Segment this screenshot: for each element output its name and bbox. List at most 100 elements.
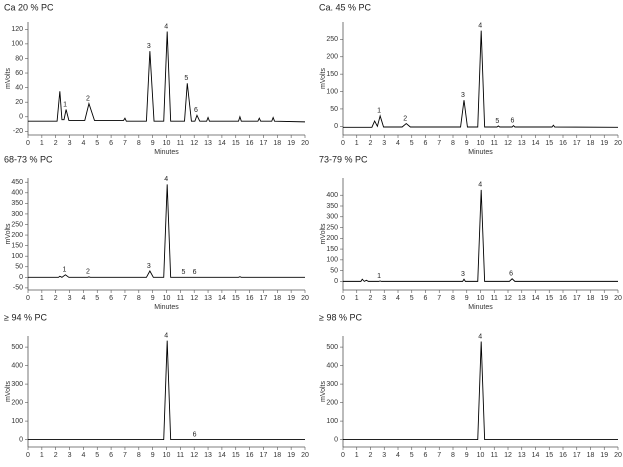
x-tick-label: 19 [287, 140, 295, 147]
y-tick-label: 200 [11, 399, 23, 406]
x-tick-label: 16 [559, 140, 567, 147]
x-tick-label: 19 [600, 140, 608, 147]
x-tick-label: 15 [232, 140, 240, 147]
x-tick-label: 19 [600, 295, 608, 302]
y-tick-label: 450 [11, 179, 23, 186]
peak-label: 4 [478, 182, 482, 189]
x-tick-label: 15 [545, 452, 553, 459]
x-tick-label: 10 [163, 452, 171, 459]
x-tick-label: 17 [573, 452, 581, 459]
x-tick-label: 0 [341, 295, 345, 302]
y-tick-label: 100 [326, 257, 338, 264]
trace [343, 189, 618, 282]
y-tick-label: 250 [11, 221, 23, 228]
peak-label: 3 [147, 43, 151, 50]
y-tick-label: 500 [326, 344, 338, 351]
y-tick-label: 100 [326, 88, 338, 95]
x-tick-label: 16 [559, 295, 567, 302]
x-tick-label: 8 [137, 295, 141, 302]
x-tick-label: 11 [177, 140, 184, 147]
x-tick-label: 13 [204, 452, 212, 459]
x-tick-label: 14 [532, 140, 540, 147]
trace [343, 30, 619, 128]
x-tick-label: 15 [545, 140, 553, 147]
peak-label: 6 [509, 271, 513, 278]
x-tick-label: 4 [81, 295, 85, 302]
y-tick-label: 200 [326, 399, 338, 406]
x-tick-label: 1 [40, 295, 44, 302]
x-tick-label: 0 [26, 140, 30, 147]
y-tick-label: 300 [11, 211, 23, 218]
x-tick-label: 8 [137, 140, 141, 147]
x-tick-label: 20 [301, 140, 309, 147]
y-tick-label: -50 [13, 285, 23, 292]
x-tick-label: 16 [246, 295, 254, 302]
x-tick-label: 5 [95, 452, 99, 459]
x-tick-label: 8 [451, 452, 455, 459]
x-tick-label: 9 [151, 295, 155, 302]
x-tick-label: 0 [26, 452, 30, 459]
x-tick-label: 2 [54, 140, 58, 147]
x-tick-label: 20 [301, 295, 309, 302]
peak-label: 3 [147, 263, 151, 270]
x-tick-label: 1 [355, 295, 359, 302]
x-tick-label: 20 [614, 140, 622, 147]
y-axis-label: mVolts [320, 68, 327, 90]
y-tick-label: 20 [15, 99, 23, 106]
peak-label: 3 [461, 271, 465, 278]
x-tick-label: 3 [382, 140, 386, 147]
y-tick-label: 300 [11, 381, 23, 388]
y-tick-label: 350 [11, 200, 23, 207]
x-tick-label: 18 [587, 140, 595, 147]
x-tick-label: 7 [437, 295, 441, 302]
y-tick-label: 150 [326, 71, 338, 78]
x-tick-label: 15 [232, 295, 240, 302]
x-tick-label: 8 [451, 295, 455, 302]
y-tick-label: 400 [11, 362, 23, 369]
panel-title: ≥ 98 % PC [319, 312, 362, 322]
x-tick-label: 6 [109, 140, 113, 147]
x-tick-label: 6 [109, 452, 113, 459]
x-tick-label: 16 [559, 452, 567, 459]
x-tick-label: 17 [573, 295, 581, 302]
peak-label: 2 [86, 95, 90, 102]
y-tick-label: 200 [326, 235, 338, 242]
x-axis-label: Minutes [468, 304, 493, 311]
x-tick-label: 2 [369, 140, 373, 147]
x-tick-label: 18 [273, 452, 281, 459]
panel-title: Ca 20 % PC [4, 2, 54, 12]
panel-title: 73-79 % PC [319, 154, 368, 164]
y-tick-label: 100 [11, 41, 23, 48]
x-tick-label: 12 [190, 295, 198, 302]
x-tick-label: 17 [260, 295, 268, 302]
x-tick-label: 9 [151, 452, 155, 459]
x-axis-label: Minutes [468, 149, 493, 156]
y-axis-label: mVolts [5, 381, 12, 403]
peak-label: 3 [461, 92, 465, 99]
x-tick-label: 12 [190, 140, 198, 147]
x-tick-label: 5 [95, 295, 99, 302]
trace [28, 184, 305, 278]
y-tick-label: 300 [326, 214, 338, 221]
x-tick-label: 4 [81, 452, 85, 459]
x-tick-label: 13 [518, 295, 526, 302]
x-tick-label: 1 [355, 140, 359, 147]
y-tick-label: 300 [326, 381, 338, 388]
y-tick-label: 100 [11, 253, 23, 260]
x-tick-label: 20 [301, 452, 309, 459]
x-tick-label: 5 [410, 452, 414, 459]
y-tick-label: 0 [334, 123, 338, 130]
x-tick-label: 11 [177, 452, 184, 459]
x-tick-label: 14 [218, 295, 226, 302]
y-tick-label: 400 [11, 190, 23, 197]
x-tick-label: 5 [410, 295, 414, 302]
y-tick-label: 500 [11, 344, 23, 351]
peak-label: 6 [511, 117, 515, 124]
y-tick-label: 200 [326, 54, 338, 61]
y-tick-label: 80 [15, 55, 23, 62]
y-tick-label: 50 [15, 264, 23, 271]
y-tick-label: 350 [326, 203, 338, 210]
peak-label: 1 [377, 273, 381, 280]
trace [343, 341, 618, 441]
